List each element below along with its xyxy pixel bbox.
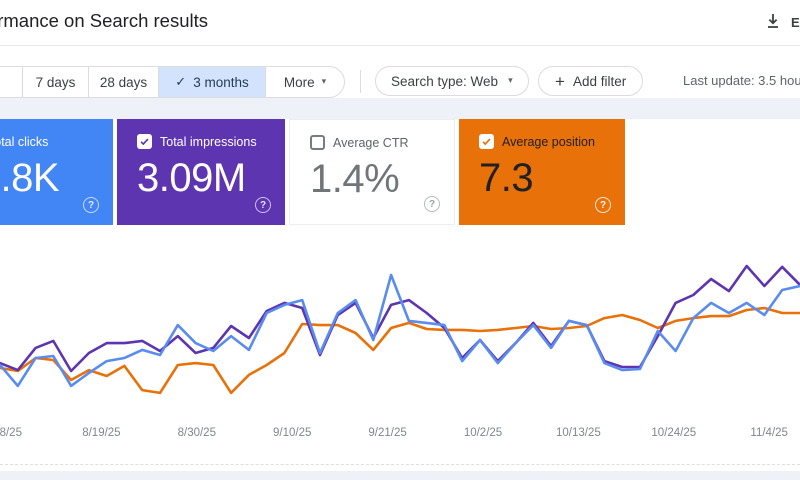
next-section-edge — [0, 471, 800, 480]
checkmark-icon: ✓ — [175, 74, 187, 90]
help-icon[interactable]: ? — [83, 197, 99, 213]
metric-label: Average CTR — [333, 135, 409, 150]
page-title: Performance on Search results — [0, 10, 209, 31]
help-icon[interactable]: ? — [424, 196, 440, 212]
x-tick-label: 10/24/25 — [651, 427, 697, 439]
checkbox-unchecked-icon[interactable] — [310, 135, 325, 150]
toolbar-separator — [360, 70, 361, 93]
x-tick-label: 10/13/25 — [556, 427, 601, 439]
chevron-down-icon: ▾ — [508, 75, 513, 86]
help-icon[interactable]: ? — [595, 197, 611, 213]
date-chip-label: 3 months — [193, 74, 249, 90]
metric-card-total-impressions[interactable]: Total impressions 3.09M ? — [117, 119, 285, 225]
series-line-clicks — [0, 273, 800, 388]
x-tick-label: 8/30/25 — [177, 427, 216, 439]
metric-value: 3.09M — [137, 156, 246, 200]
add-filter-button[interactable]: + Add filter — [538, 66, 644, 96]
date-chip-3-months[interactable]: ✓ 3 months — [159, 67, 266, 97]
date-chip-label: 28 days — [99, 74, 148, 90]
performance-chart[interactable] — [0, 240, 800, 430]
export-button[interactable]: EXPORT — [764, 12, 800, 33]
metric-label: Total clicks — [0, 134, 49, 149]
checkbox-checked-icon[interactable] — [137, 134, 152, 149]
metric-value: 43.8K — [0, 156, 60, 200]
date-chip-28-days[interactable]: 28 days — [89, 67, 159, 97]
section-divider — [0, 464, 800, 465]
last-update-text: Last update: 3.5 hours ago — [683, 73, 800, 88]
checkbox-checked-icon[interactable] — [479, 134, 494, 149]
add-filter-label: Add filter — [572, 73, 627, 89]
search-type-label: Search type: Web — [391, 73, 499, 89]
metric-label: Total impressions — [160, 134, 257, 149]
metric-card-average-position[interactable]: Average position 7.3 ? — [459, 119, 625, 225]
date-range-control: 24 hours 7 days 28 days ✓ 3 months More … — [0, 66, 345, 98]
metric-card-average-ctr[interactable]: Average CTR 1.4% ? — [289, 119, 455, 225]
date-chip-7-days[interactable]: 7 days — [23, 67, 89, 97]
date-chip-24-hours[interactable]: 24 hours — [0, 67, 23, 97]
search-type-filter[interactable]: Search type: Web ▾ — [375, 66, 529, 96]
export-label: EXPORT — [791, 15, 800, 30]
help-icon[interactable]: ? — [255, 197, 271, 213]
date-chip-label: More — [283, 74, 315, 90]
metric-value: 7.3 — [479, 156, 534, 200]
chevron-down-icon: ▾ — [321, 76, 327, 87]
plus-icon: + — [555, 71, 565, 91]
download-icon — [764, 12, 782, 33]
x-tick-label: 10/2/25 — [463, 427, 503, 439]
x-tick-label: 11/4/25 — [750, 427, 788, 439]
metric-label: Average position — [502, 134, 595, 149]
page-background-band — [0, 98, 800, 119]
x-tick-label: 8/19/25 — [82, 427, 121, 439]
header-divider — [0, 45, 800, 46]
x-tick-label: 8/8/25 — [0, 427, 22, 439]
series-line-impressions — [0, 264, 800, 373]
metric-card-total-clicks[interactable]: Total clicks 43.8K ? — [0, 119, 113, 225]
series-line-position — [0, 306, 800, 395]
performance-chart-svg[interactable] — [0, 240, 800, 430]
date-chip-label: 7 days — [35, 74, 76, 90]
date-chip-more[interactable]: More ▾ — [266, 67, 344, 97]
metric-value: 1.4% — [310, 157, 400, 201]
x-tick-label: 9/10/25 — [273, 427, 312, 439]
x-tick-label: 9/21/25 — [368, 427, 407, 439]
